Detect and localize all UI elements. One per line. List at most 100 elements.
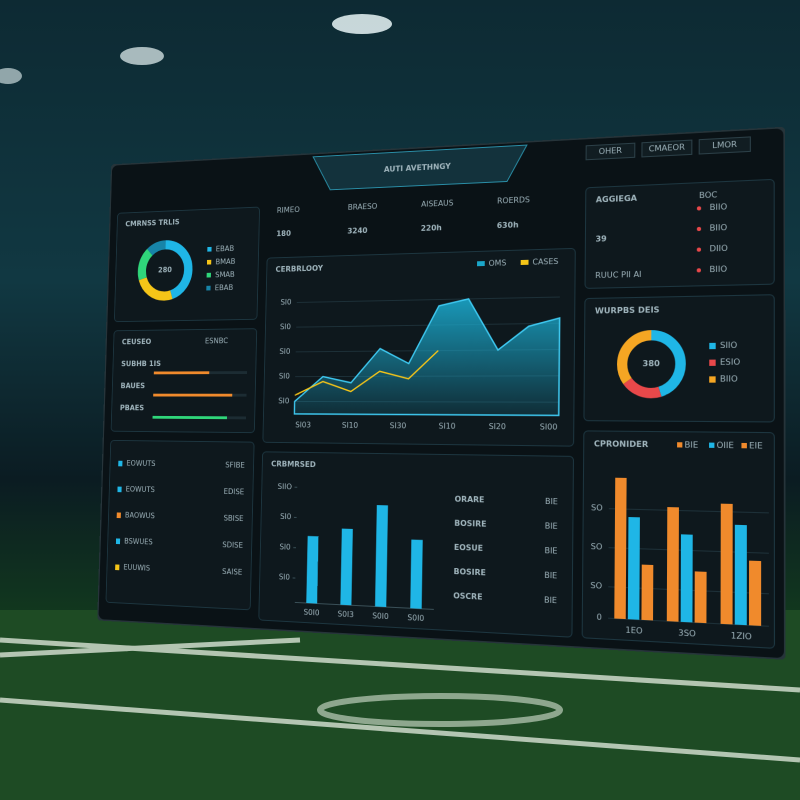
donut-center: 280 bbox=[158, 265, 172, 274]
legend-label: SIIO bbox=[720, 340, 737, 350]
header-tab bbox=[586, 143, 635, 160]
list-swatch bbox=[115, 538, 121, 545]
legend-swatch bbox=[709, 442, 715, 448]
list-swatch bbox=[116, 512, 121, 519]
header-title: AUTI AVETHNGY bbox=[384, 161, 452, 174]
x-tick-label: S0I3 bbox=[338, 609, 355, 619]
x-tick-label: SI03 bbox=[295, 420, 311, 429]
panel-title: AGGIEGA bbox=[596, 193, 638, 204]
big-sub: RUUC PII AI bbox=[595, 269, 641, 280]
legend-swatch bbox=[477, 261, 485, 267]
list-name: BAOWUS bbox=[125, 511, 155, 521]
list-value: SFIBE bbox=[225, 460, 245, 469]
legend-swatch bbox=[741, 442, 747, 449]
x-tick-label: SI30 bbox=[390, 421, 407, 431]
header-tab bbox=[699, 137, 750, 154]
side-value: BIE bbox=[544, 570, 557, 580]
list-swatch bbox=[118, 460, 123, 467]
list-swatch bbox=[115, 564, 120, 571]
panel bbox=[111, 329, 257, 433]
legend-swatch bbox=[709, 359, 716, 366]
ceiling-light bbox=[120, 47, 164, 65]
side-value: BIE bbox=[544, 595, 557, 606]
bar bbox=[666, 507, 679, 622]
legend-swatch bbox=[709, 342, 716, 350]
bar bbox=[410, 539, 423, 609]
legend-label: OMS bbox=[489, 258, 507, 268]
bar bbox=[694, 571, 707, 624]
y-tick-label: SI0 bbox=[279, 572, 291, 582]
area bbox=[294, 297, 559, 415]
legend-label: EBAB bbox=[216, 244, 235, 254]
x-tick-label: S0I0 bbox=[407, 613, 424, 624]
progress-label: PBAES bbox=[120, 403, 144, 412]
header-tab-label: OHER bbox=[599, 146, 622, 157]
bar bbox=[375, 505, 388, 608]
x-tick-label: 1EO bbox=[625, 625, 642, 636]
field-number bbox=[317, 693, 563, 727]
donut-center: 380 bbox=[642, 359, 659, 369]
bar bbox=[614, 477, 627, 620]
x-tick-label: SI10 bbox=[439, 421, 456, 431]
panel bbox=[584, 295, 774, 422]
y-tick-label: SI0 bbox=[280, 322, 291, 331]
progress-label: BAUES bbox=[120, 381, 145, 390]
side-name: ORARE bbox=[455, 494, 485, 504]
progress-label: SUBHB 1IS bbox=[121, 359, 161, 368]
big-value: 39 bbox=[595, 234, 606, 244]
kpi-value: 220h bbox=[421, 223, 442, 233]
list-value: SAISE bbox=[222, 567, 243, 577]
y-tick-label: 0 bbox=[597, 612, 603, 622]
stat-list-item: BIIO bbox=[710, 222, 728, 233]
y-tick-label: SI0 bbox=[280, 298, 291, 307]
panel-title: WURPBS DEIS bbox=[595, 305, 660, 316]
legend-label: BIE bbox=[684, 440, 698, 450]
legend-label: EBAB bbox=[215, 283, 234, 292]
legend-label: CASES bbox=[532, 257, 558, 267]
side-name: OSCRE bbox=[453, 591, 482, 602]
ceiling-light bbox=[0, 68, 22, 84]
legend-swatch bbox=[206, 272, 211, 278]
side-value: BIE bbox=[545, 521, 558, 531]
panel bbox=[585, 179, 774, 288]
badge: BOC bbox=[699, 190, 717, 201]
x-tick-label: 3SO bbox=[678, 628, 696, 639]
panel-title: CERBRLOOY bbox=[275, 264, 323, 274]
panel bbox=[114, 207, 259, 322]
kpi-label: BRAESO bbox=[348, 202, 378, 212]
stat-list-item: DIIO bbox=[710, 243, 728, 254]
bar bbox=[340, 528, 353, 606]
bar bbox=[641, 564, 654, 621]
x-tick-label: S0I0 bbox=[303, 607, 319, 617]
legend-label: EIE bbox=[749, 441, 763, 451]
x-tick-label: SI10 bbox=[342, 421, 358, 430]
field-line bbox=[0, 637, 800, 763]
kpi-value: 630h bbox=[497, 220, 519, 230]
legend-label: BIIO bbox=[720, 374, 738, 384]
turf bbox=[0, 610, 800, 800]
y-tick-label: SI0 bbox=[280, 512, 292, 522]
legend-label: SMAB bbox=[215, 270, 235, 279]
dashboard-screen: AUTI AVETHNGY OHER CMAEOR LMOR CMRNSS TRLIS 2… bbox=[97, 127, 785, 660]
panel-title: CEUSEO bbox=[122, 337, 152, 346]
y-tick-label: SI0 bbox=[279, 542, 291, 552]
legend-swatch bbox=[206, 285, 211, 291]
header-tab-label: CMAEOR bbox=[649, 142, 685, 154]
stat-list-item: BIIO bbox=[710, 202, 728, 213]
bar bbox=[306, 535, 319, 604]
kpi-label: AISEAUS bbox=[421, 198, 454, 209]
legend-swatch bbox=[709, 376, 716, 383]
panel bbox=[582, 431, 774, 648]
y-tick-label: SO bbox=[590, 580, 602, 591]
x-tick-label: SI20 bbox=[489, 422, 507, 432]
legend-swatch bbox=[206, 259, 212, 265]
bar bbox=[627, 517, 640, 620]
side-name: EOSUE bbox=[454, 542, 483, 553]
panel-title: CRBMRSED bbox=[271, 459, 316, 469]
list-name: EOWUTS bbox=[126, 485, 156, 495]
legend-swatch bbox=[520, 259, 529, 265]
x-tick-label: SI00 bbox=[540, 422, 558, 432]
list-swatch bbox=[117, 486, 122, 493]
